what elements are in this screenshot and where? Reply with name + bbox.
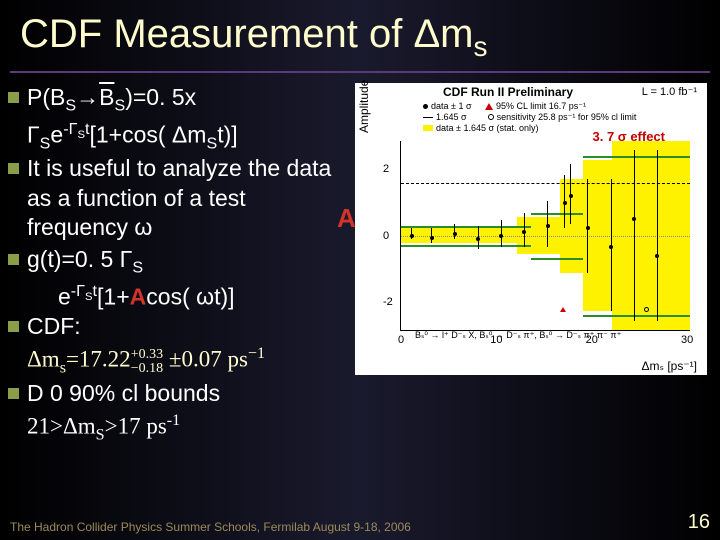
x-axis-label: Δmₛ [ps⁻¹] [642, 359, 698, 373]
bullet-icon [8, 163, 19, 174]
xtick: 0 [398, 334, 404, 346]
bullet-icon [8, 254, 19, 265]
page-number: 16 [688, 511, 710, 534]
footer: The Hadron Collider Physics Summer Schoo… [10, 511, 710, 534]
chart-luminosity: L = 1.0 fb⁻¹ [642, 85, 697, 98]
cdf-result: Δms=17.22+0.33−0.18 ±0.07 ps−1 [8, 344, 350, 379]
slide-title: CDF Measurement of Δms [0, 0, 720, 71]
bullet-icon [8, 388, 19, 399]
xtick: 30 [681, 334, 693, 346]
decay-channels: Bₛ⁰ → l⁺ D⁻ₛ X, Bₛ⁰ → D⁻ₛ π⁺, Bₛ⁰ → D⁻ₛ … [415, 330, 621, 341]
bullet-3-line2: e-ΓSt[1+Acos( ωt)] [8, 281, 350, 313]
plot-area: 2 0 -2 0 10 20 30 [400, 141, 690, 331]
chart-legend: data ± 1 σ 95% CL limit 16.7 ps⁻¹ 1.645 … [423, 101, 636, 133]
bullet-2-text: It is useful to analyze the data as a fu… [27, 154, 350, 244]
bullet-5: D 0 90% cl bounds [8, 379, 350, 409]
amplitude-A: A [337, 203, 356, 234]
footer-text: The Hadron Collider Physics Summer Schoo… [10, 520, 411, 534]
content-area: P(BS→BS)=0. 5x ΓSe-ΓSt[1+cos( ΔmSt)] It … [0, 73, 720, 447]
d0-bounds: 21>ΔmS>17 ps-1 [8, 411, 350, 446]
bullet-2: It is useful to analyze the data as a fu… [8, 154, 350, 244]
bullet-1-text: P(BS→BS)=0. 5x [27, 83, 350, 117]
ytick: -2 [383, 296, 393, 308]
bullet-icon [8, 92, 19, 103]
chart-title: CDF Run II Preliminary [443, 85, 573, 99]
bullet-icon [8, 321, 19, 332]
bullet-1-line2: ΓSe-ΓSt[1+cos( ΔmSt)] [8, 119, 350, 154]
bullet-1: P(BS→BS)=0. 5x [8, 83, 350, 117]
ytick: 2 [383, 163, 389, 175]
chart-background: CDF Run II Preliminary L = 1.0 fb⁻¹ Ampl… [355, 83, 707, 375]
bullet-3-text: g(t)=0. 5 ΓS [27, 245, 350, 279]
bullet-3: g(t)=0. 5 ΓS [8, 245, 350, 279]
bullet-4: CDF: [8, 312, 350, 342]
bullet-4-text: CDF: [27, 312, 350, 342]
y-axis-label: Amplitude [357, 80, 371, 133]
ytick: 0 [383, 230, 389, 242]
bullet-list: P(BS→BS)=0. 5x ΓSe-ΓSt[1+cos( ΔmSt)] It … [0, 83, 350, 447]
amplitude-chart: CDF Run II Preliminary L = 1.0 fb⁻¹ Ampl… [355, 83, 707, 383]
bullet-5-text: D 0 90% cl bounds [27, 379, 350, 409]
